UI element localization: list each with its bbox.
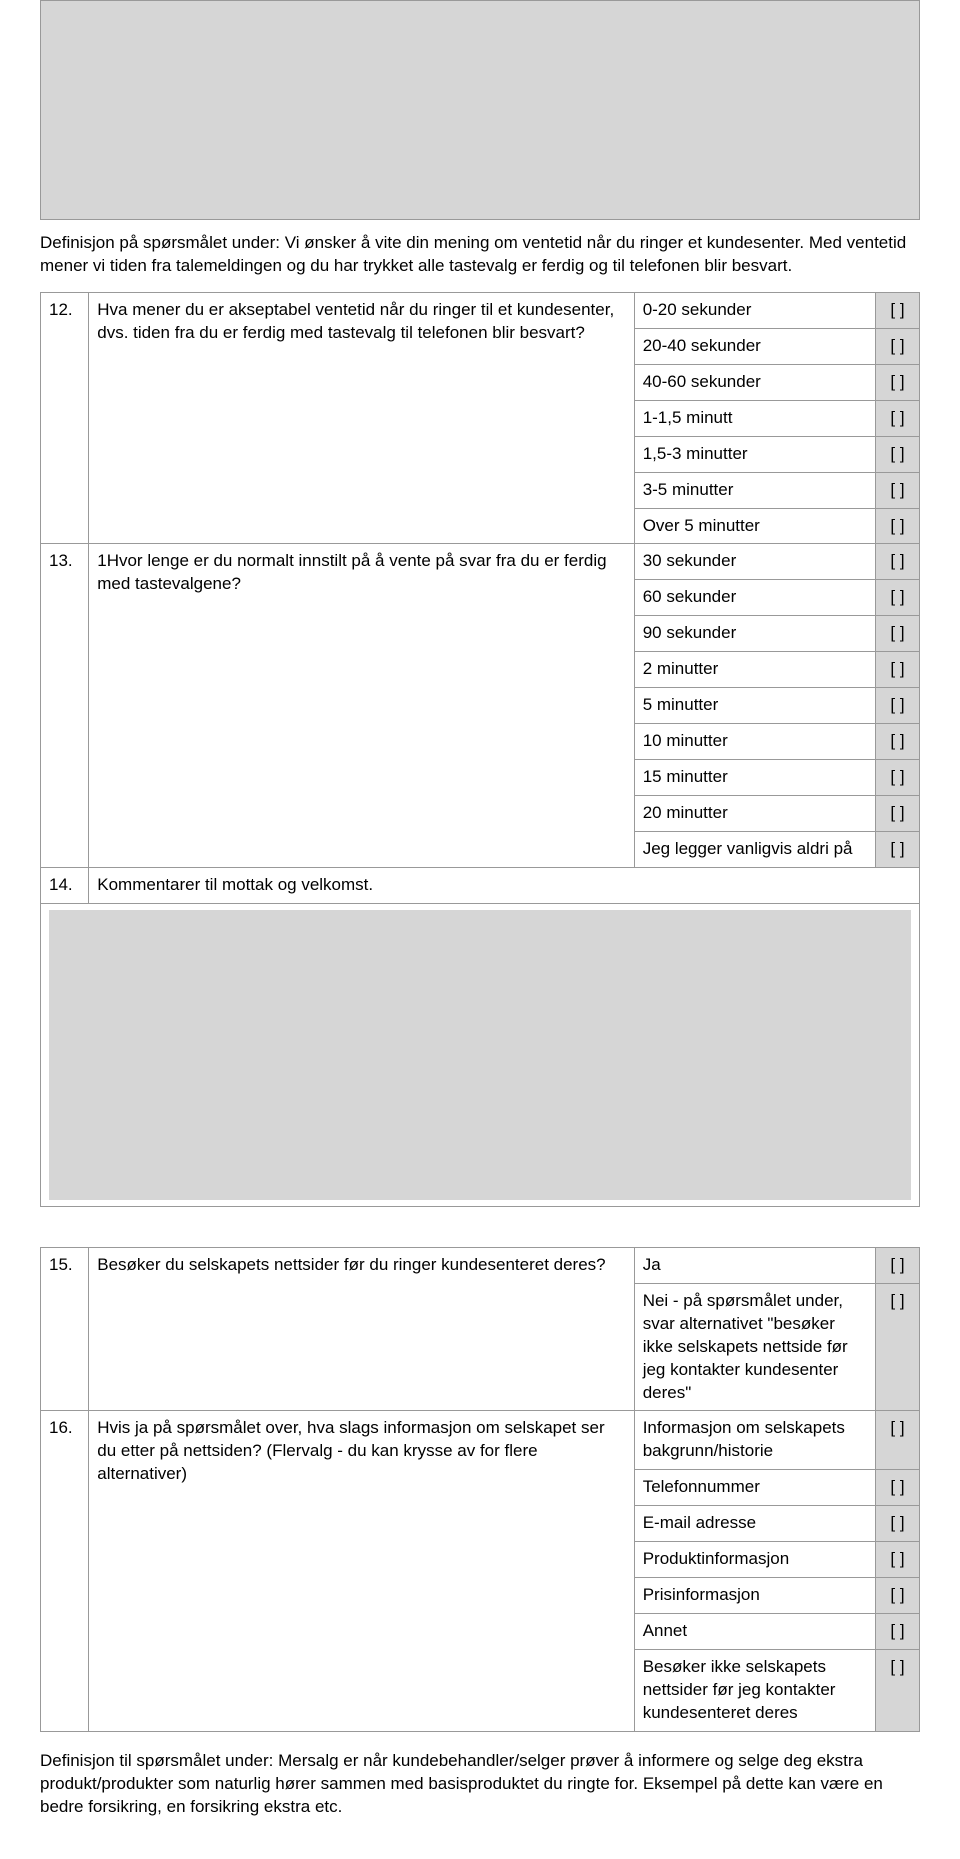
q13-opt-2-label: 90 sekunder <box>634 616 875 652</box>
q16-number: 16. <box>41 1411 89 1731</box>
q13-opt-6-label: 15 minutter <box>634 760 875 796</box>
q16-opt-6-label: Besøker ikke selskapets nettsider før je… <box>634 1650 875 1732</box>
q12-opt-6-label: Over 5 minutter <box>634 508 875 544</box>
q13-opt-0-label: 30 sekunder <box>634 544 875 580</box>
q13-opt-1-label: 60 sekunder <box>634 580 875 616</box>
q13-opt-5-label: 10 minutter <box>634 724 875 760</box>
q12-opt-3-label: 1-1,5 minutt <box>634 400 875 436</box>
q12-opt-0-box[interactable]: [ ] <box>875 292 919 328</box>
q12-opt-3-box[interactable]: [ ] <box>875 400 919 436</box>
q16-opt-4-box[interactable]: [ ] <box>875 1578 919 1614</box>
q13-number: 13. <box>41 544 89 867</box>
questions-table-1: 12. Hva mener du er akseptabel ventetid … <box>40 292 920 1207</box>
q13-opt-7-box[interactable]: [ ] <box>875 796 919 832</box>
q12-opt-2-label: 40-60 sekunder <box>634 364 875 400</box>
q13-opt-3-label: 2 minutter <box>634 652 875 688</box>
q12-opt-5-label: 3-5 minutter <box>634 472 875 508</box>
q12-row: 12. Hva mener du er akseptabel ventetid … <box>41 292 920 328</box>
q12-opt-4-label: 1,5-3 minutter <box>634 436 875 472</box>
q16-opt-6-box[interactable]: [ ] <box>875 1650 919 1732</box>
q12-opt-2-box[interactable]: [ ] <box>875 364 919 400</box>
q15-opt-1-box[interactable]: [ ] <box>875 1283 919 1411</box>
q12-number: 12. <box>41 292 89 544</box>
q16-opt-4-label: Prisinformasjon <box>634 1578 875 1614</box>
q16-opt-1-label: Telefonnummer <box>634 1470 875 1506</box>
q16-row: 16. Hvis ja på spørsmålet over, hva slag… <box>41 1411 920 1470</box>
q12-opt-1-box[interactable]: [ ] <box>875 328 919 364</box>
q13-opt-7-label: 20 minutter <box>634 796 875 832</box>
q15-row: 15. Besøker du selskapets nettsider før … <box>41 1247 920 1283</box>
q15-opt-0-box[interactable]: [ ] <box>875 1247 919 1283</box>
q13-opt-4-box[interactable]: [ ] <box>875 688 919 724</box>
q16-opt-5-label: Annet <box>634 1614 875 1650</box>
q16-text: Hvis ja på spørsmålet over, hva slags in… <box>89 1411 634 1731</box>
questions-table-2: 15. Besøker du selskapets nettsider før … <box>40 1247 920 1732</box>
q16-opt-2-label: E-mail adresse <box>634 1506 875 1542</box>
q13-opt-6-box[interactable]: [ ] <box>875 760 919 796</box>
q16-opt-2-box[interactable]: [ ] <box>875 1506 919 1542</box>
q14-number: 14. <box>41 867 89 903</box>
q15-number: 15. <box>41 1247 89 1411</box>
q13-opt-0-box[interactable]: [ ] <box>875 544 919 580</box>
q13-opt-2-box[interactable]: [ ] <box>875 616 919 652</box>
top-comment-area <box>40 0 920 220</box>
q13-opt-8-label: Jeg legger vanligvis aldri på <box>634 831 875 867</box>
q13-opt-3-box[interactable]: [ ] <box>875 652 919 688</box>
q12-opt-4-box[interactable]: [ ] <box>875 436 919 472</box>
q14-comment-area[interactable] <box>49 910 911 1200</box>
q13-opt-4-label: 5 minutter <box>634 688 875 724</box>
q16-opt-0-label: Informasjon om selskapets bakgrunn/histo… <box>634 1411 875 1470</box>
q12-text: Hva mener du er akseptabel ventetid når … <box>89 292 634 544</box>
q13-opt-5-box[interactable]: [ ] <box>875 724 919 760</box>
q14-comment-row <box>41 903 920 1206</box>
q13-opt-8-box[interactable]: [ ] <box>875 831 919 867</box>
q15-opt-0-label: Ja <box>634 1247 875 1283</box>
q15-text: Besøker du selskapets nettsider før du r… <box>89 1247 634 1411</box>
q16-opt-1-box[interactable]: [ ] <box>875 1470 919 1506</box>
intro-definition: Definisjon på spørsmålet under: Vi ønske… <box>40 232 920 278</box>
q12-opt-5-box[interactable]: [ ] <box>875 472 919 508</box>
q13-row: 13. 1Hvor lenge er du normalt innstilt p… <box>41 544 920 580</box>
q16-opt-0-box[interactable]: [ ] <box>875 1411 919 1470</box>
q13-opt-1-box[interactable]: [ ] <box>875 580 919 616</box>
q13-text: 1Hvor lenge er du normalt innstilt på å … <box>89 544 634 867</box>
q12-opt-6-box[interactable]: [ ] <box>875 508 919 544</box>
q16-opt-3-label: Produktinformasjon <box>634 1542 875 1578</box>
footer-definition: Definisjon til spørsmålet under: Mersalg… <box>40 1750 920 1819</box>
q14-text: Kommentarer til mottak og velkomst. <box>89 867 920 903</box>
q12-opt-0-label: 0-20 sekunder <box>634 292 875 328</box>
q12-opt-1-label: 20-40 sekunder <box>634 328 875 364</box>
q16-opt-3-box[interactable]: [ ] <box>875 1542 919 1578</box>
q14-row: 14. Kommentarer til mottak og velkomst. <box>41 867 920 903</box>
q15-opt-1-label: Nei - på spørsmålet under, svar alternat… <box>634 1283 875 1411</box>
q16-opt-5-box[interactable]: [ ] <box>875 1614 919 1650</box>
